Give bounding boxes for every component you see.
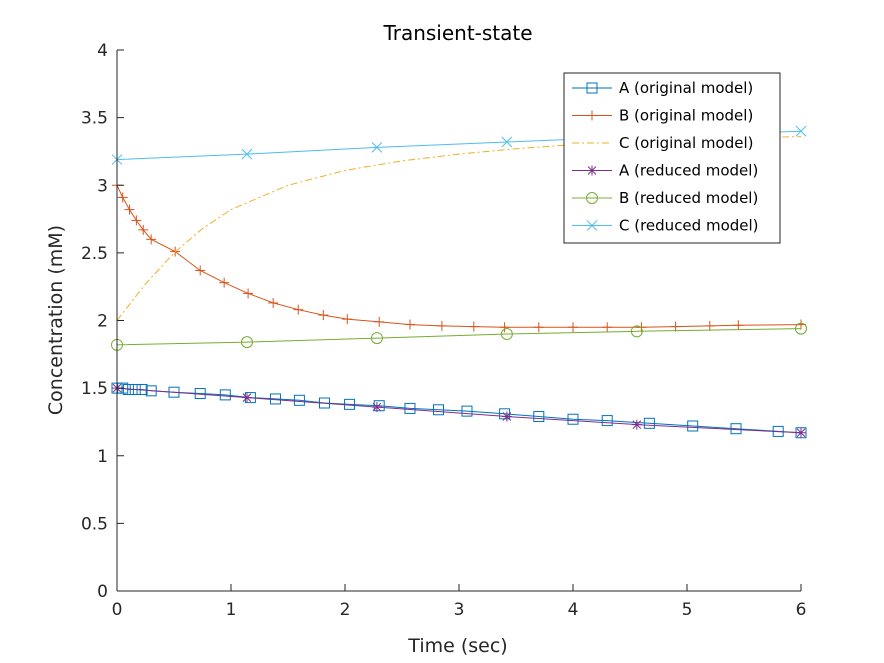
data-point — [432, 404, 444, 416]
y-tick-label: 0.5 — [81, 514, 108, 534]
series-5 — [111, 322, 807, 351]
data-point — [293, 304, 304, 315]
data-point — [533, 411, 545, 423]
legend-label: A (original model) — [619, 79, 753, 97]
y-tick-label: 3.5 — [81, 109, 108, 129]
data-point — [240, 336, 253, 349]
data-point — [219, 389, 231, 401]
legend-label: C (original model) — [619, 134, 754, 152]
legend-item: A (reduced model) — [572, 162, 758, 180]
x-axis-label: Time (sec) — [407, 635, 507, 657]
x-tick-label: 2 — [340, 600, 351, 620]
legend-label: B (reduced model) — [619, 189, 758, 207]
y-tick-label: 2 — [97, 312, 108, 332]
data-point — [371, 402, 382, 413]
legend-item: B (reduced model) — [572, 189, 758, 207]
data-point — [241, 148, 253, 160]
data-point — [195, 265, 206, 276]
data-point — [733, 320, 744, 331]
legend-item: C (original model) — [572, 134, 754, 152]
data-point — [499, 322, 510, 333]
y-tick-label: 0 — [97, 582, 108, 602]
data-point — [146, 234, 157, 245]
data-point — [243, 288, 254, 299]
data-point — [404, 402, 416, 414]
data-point — [373, 400, 385, 412]
data-point — [318, 310, 329, 321]
y-tick-label: 1 — [97, 447, 108, 467]
data-point — [500, 328, 513, 341]
data-point — [704, 320, 715, 331]
data-point — [138, 224, 149, 235]
data-point — [117, 192, 128, 203]
data-point — [602, 322, 613, 333]
data-point — [468, 321, 479, 332]
chart-title: Transient-state — [382, 21, 532, 45]
data-point — [501, 136, 513, 148]
series-line — [116, 387, 802, 434]
legend-marker — [587, 165, 597, 176]
x-tick-label: 0 — [112, 600, 123, 620]
data-point — [795, 125, 807, 137]
legend-item: C (reduced model) — [572, 217, 759, 235]
x-tick-label: 4 — [568, 600, 579, 620]
series-line — [116, 328, 802, 346]
legend-label: C (reduced model) — [619, 217, 759, 235]
x-tick-label: 6 — [796, 600, 807, 620]
data-point — [687, 420, 699, 432]
data-point — [131, 215, 142, 226]
legend-item: B (original model) — [572, 107, 753, 125]
data-point — [436, 320, 447, 331]
data-point — [404, 319, 415, 330]
legend-marker — [587, 110, 597, 121]
legend-marker — [586, 192, 598, 204]
y-tick-label: 4 — [97, 41, 108, 61]
data-point — [461, 405, 473, 417]
data-point — [219, 277, 230, 288]
legend-marker — [586, 220, 598, 231]
series-layer — [111, 125, 807, 439]
data-point — [241, 392, 252, 403]
data-point — [371, 142, 383, 153]
data-point — [568, 322, 578, 333]
data-point — [268, 297, 279, 308]
y-axis-label: Concentration (mM) — [45, 225, 67, 415]
data-point — [374, 316, 385, 327]
legend-item: A (original model) — [572, 79, 753, 97]
data-point — [567, 413, 579, 425]
data-point — [370, 332, 383, 345]
x-tick-label: 5 — [682, 600, 693, 620]
data-point — [124, 204, 135, 215]
y-tick-label: 1.5 — [81, 379, 108, 399]
data-point — [533, 322, 544, 333]
data-point — [795, 322, 807, 335]
series-2 — [112, 180, 806, 333]
data-point — [630, 325, 643, 338]
legend-label: B (original model) — [619, 107, 753, 125]
y-tick-label: 3 — [97, 176, 108, 196]
data-point — [636, 322, 647, 333]
data-point — [670, 321, 681, 332]
axes-layer: 0 1 2 3 4 5 6 0 0.5 1 1.5 2 2.5 3 3.5 4 — [81, 41, 806, 620]
data-point — [293, 394, 305, 406]
legend: A (original model) B (original model) C (o… — [563, 72, 781, 244]
data-point — [796, 427, 806, 438]
data-point — [730, 423, 742, 435]
y-tick-label: 2.5 — [81, 244, 108, 264]
x-tick-label: 3 — [454, 600, 465, 620]
data-point — [342, 314, 353, 325]
x-tick-label: 1 — [226, 600, 237, 620]
legend-box — [563, 72, 781, 244]
data-point — [501, 411, 512, 422]
data-point — [601, 415, 613, 427]
data-point — [631, 419, 642, 430]
data-point — [643, 417, 655, 429]
legend-label: A (reduced model) — [619, 162, 758, 180]
legend-marker — [586, 82, 598, 94]
